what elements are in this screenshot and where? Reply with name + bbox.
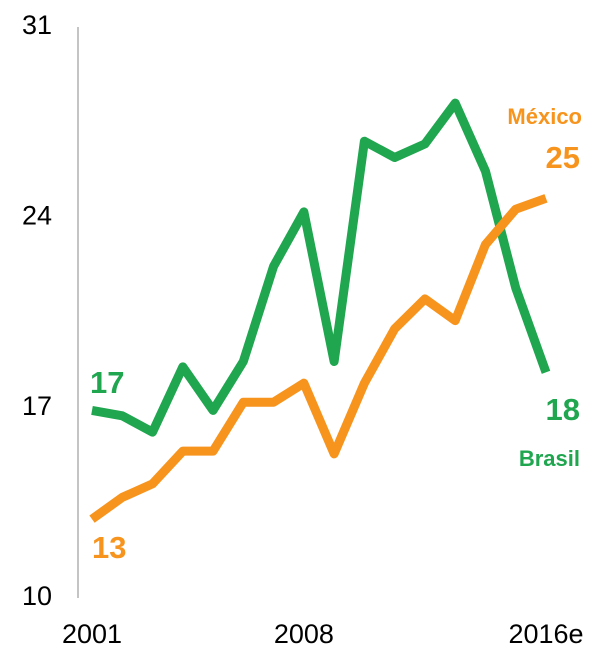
line-series — [89, 194, 548, 523]
data-label: 17 — [90, 365, 124, 400]
y-tick-label: 24 — [22, 200, 52, 230]
series-label: México — [507, 104, 582, 129]
data-label: 25 — [546, 140, 580, 175]
y-tick-label: 17 — [22, 391, 52, 421]
data-label: 13 — [92, 530, 126, 565]
series-label: Brasil — [519, 446, 580, 471]
data-label: 18 — [546, 392, 580, 427]
x-tick-label: 2016e — [508, 619, 583, 649]
x-tick-label: 2001 — [62, 619, 122, 649]
y-tick-label: 10 — [22, 581, 52, 611]
y-tick-label: 31 — [22, 10, 52, 40]
line-series — [91, 98, 551, 437]
x-tick-label: 2008 — [274, 619, 334, 649]
